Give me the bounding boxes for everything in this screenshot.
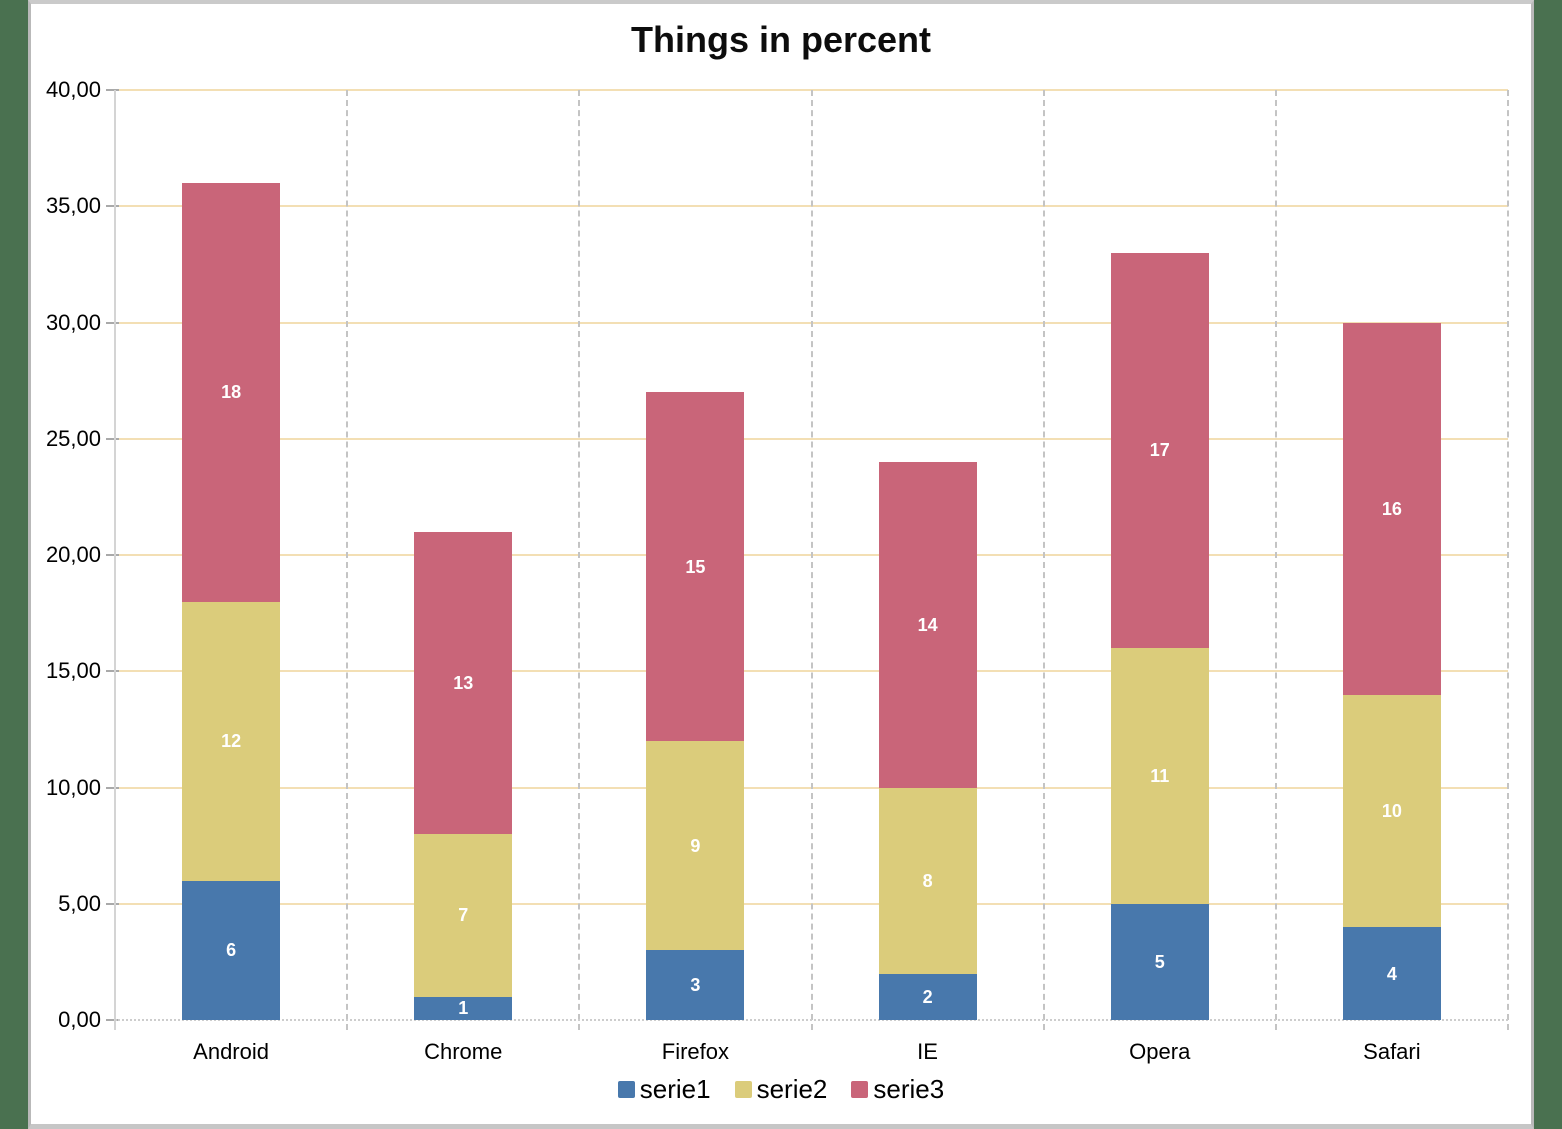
y-tick-label: 15,00 — [45, 658, 101, 684]
bar-segment: 14 — [878, 462, 977, 788]
y-axis-tick — [106, 786, 119, 789]
bar-segment: 4 — [1342, 927, 1441, 1020]
bar-value-label: 18 — [221, 382, 242, 403]
legend-label: serie1 — [639, 1074, 711, 1104]
bar-segment: 10 — [1342, 694, 1441, 927]
bar-value-label: 10 — [1381, 800, 1402, 821]
bar-segment: 2 — [878, 973, 977, 1020]
bar-segment: 9 — [646, 741, 745, 951]
x-category-label: Chrome — [424, 1039, 503, 1064]
bar-value-label: 7 — [458, 905, 469, 926]
x-category-label: IE — [917, 1039, 938, 1064]
legend-label: serie2 — [756, 1074, 828, 1104]
category-separator-line — [1507, 90, 1509, 1030]
bar-value-label: 16 — [1381, 498, 1402, 519]
bar-value-label: 17 — [1149, 440, 1170, 461]
x-category-label: Android — [193, 1039, 269, 1064]
legend-label: serie3 — [873, 1074, 945, 1104]
bar-segment: 7 — [414, 834, 513, 997]
bar-segment: 8 — [878, 787, 977, 974]
x-axis-baseline — [115, 1019, 1508, 1021]
y-tick-label: 0,00 — [58, 1007, 101, 1032]
bar-value-label: 11 — [1150, 765, 1170, 786]
legend-swatch — [851, 1080, 869, 1098]
y-tick-label: 35,00 — [45, 193, 101, 219]
bar-segment: 5 — [1110, 903, 1209, 1020]
bar-value-label: 15 — [685, 556, 706, 577]
bar-value-label: 12 — [221, 731, 242, 751]
y-tick-label: 25,00 — [45, 425, 101, 451]
legend-swatch — [617, 1080, 635, 1098]
chart-legend: serie1 serie2 serie3 — [31, 1074, 1531, 1104]
bar-segment: 18 — [182, 183, 281, 602]
chart-page: Things in percent serie1 serie2 serie3 0,0… — [28, 0, 1534, 1129]
bar-value-label: 14 — [917, 614, 938, 635]
bar-segment: 15 — [646, 392, 745, 741]
y-tick-label: 30,00 — [45, 309, 101, 335]
bar-value-label: 6 — [226, 940, 237, 961]
bar-segment: 12 — [182, 601, 281, 881]
y-tick-label: 40,00 — [45, 77, 101, 102]
bar-segment: 11 — [1110, 648, 1209, 904]
chart-title: Things in percent — [630, 19, 932, 60]
y-axis-tick — [106, 205, 119, 208]
y-axis-tick — [106, 89, 119, 91]
y-axis-tick — [106, 1019, 119, 1021]
bar-value-label: 3 — [690, 975, 701, 996]
y-tick-label: 20,00 — [45, 542, 101, 567]
x-category-label: Opera — [1129, 1039, 1191, 1064]
category-separator-line — [1274, 90, 1277, 1030]
bar-segment: 16 — [1342, 322, 1441, 695]
bar-segment: 1 — [414, 996, 513, 1020]
bar-value-label: 5 — [1154, 951, 1165, 972]
bar-segment: 3 — [646, 950, 745, 1020]
category-separator-line — [346, 90, 349, 1030]
legend-item: serie3 — [851, 1074, 944, 1104]
y-axis-tick — [106, 554, 119, 556]
y-axis-tick — [106, 902, 119, 905]
bar-value-label: 8 — [922, 870, 933, 891]
bar-value-label: 4 — [1386, 963, 1397, 984]
y-tick-label: 5,00 — [58, 890, 101, 916]
y-axis-tick — [106, 321, 119, 324]
legend-item: serie2 — [734, 1074, 828, 1104]
y-axis-tick — [106, 437, 119, 440]
y-tick-label: 10,00 — [45, 774, 101, 800]
bar-segment: 6 — [182, 880, 281, 1020]
category-separator-line — [578, 90, 581, 1030]
bar-segment: 17 — [1110, 252, 1209, 648]
x-category-label: Firefox — [661, 1039, 730, 1064]
bar-value-label: 13 — [453, 672, 474, 693]
bar-value-label: 1 — [458, 998, 469, 1019]
stacked-bar-chart: Things in percent serie1 serie2 serie3 0,0… — [31, 4, 1531, 1124]
x-category-label: Safari — [1363, 1039, 1421, 1064]
category-separator-line — [810, 90, 813, 1030]
y-axis-line — [114, 90, 116, 1030]
legend-item: serie1 — [617, 1074, 711, 1104]
bar-segment: 13 — [414, 531, 513, 834]
category-separator-line — [1042, 90, 1045, 1030]
legend-swatch — [734, 1080, 752, 1098]
y-axis-tick — [106, 670, 119, 673]
bar-value-label: 2 — [922, 986, 933, 1007]
bar-value-label: 9 — [690, 835, 701, 856]
